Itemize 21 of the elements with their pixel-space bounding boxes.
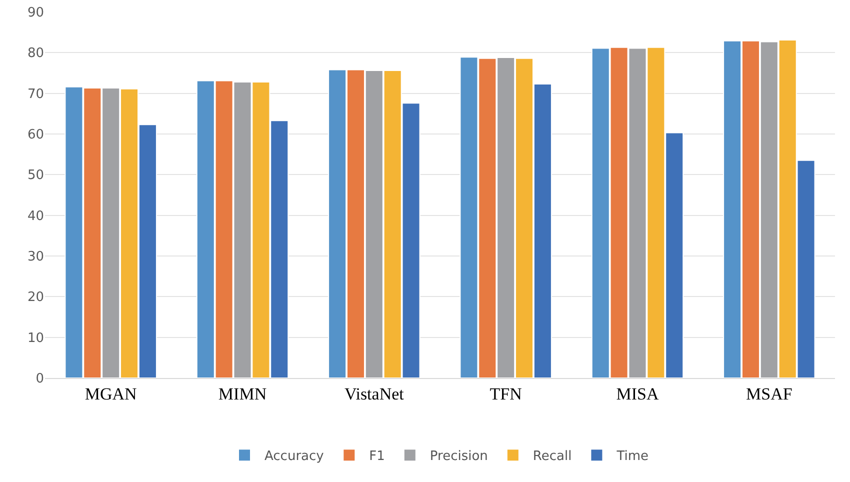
y-tick-label: 10 bbox=[27, 330, 44, 346]
x-tick-label: MIMN bbox=[218, 384, 267, 404]
x-tick-label: VistaNet bbox=[344, 384, 404, 404]
y-tick-label: 80 bbox=[27, 46, 44, 62]
y-tick-label: 40 bbox=[27, 208, 44, 224]
x-tick-label: TFN bbox=[490, 384, 522, 404]
y-tick-label: 30 bbox=[27, 250, 44, 265]
legend-label: Precision bbox=[430, 449, 488, 464]
y-tick-label: 50 bbox=[27, 168, 44, 184]
x-tick-label: MISA bbox=[616, 384, 660, 404]
x-tick-label: MGAN bbox=[84, 384, 137, 404]
y-tick-label: 60 bbox=[27, 128, 44, 143]
legend-label: Accuracy bbox=[264, 449, 324, 464]
legend-label: Recall bbox=[532, 449, 572, 464]
y-tick-label: 0 bbox=[36, 372, 44, 387]
legend-label: F1 bbox=[369, 449, 385, 464]
x-tick-label: MSAF bbox=[746, 384, 792, 404]
y-tick-label: 20 bbox=[27, 290, 44, 306]
y-tick-label: 90 bbox=[27, 6, 44, 21]
y-tick-label: 70 bbox=[27, 86, 44, 102]
legend-label: Time bbox=[616, 449, 649, 464]
